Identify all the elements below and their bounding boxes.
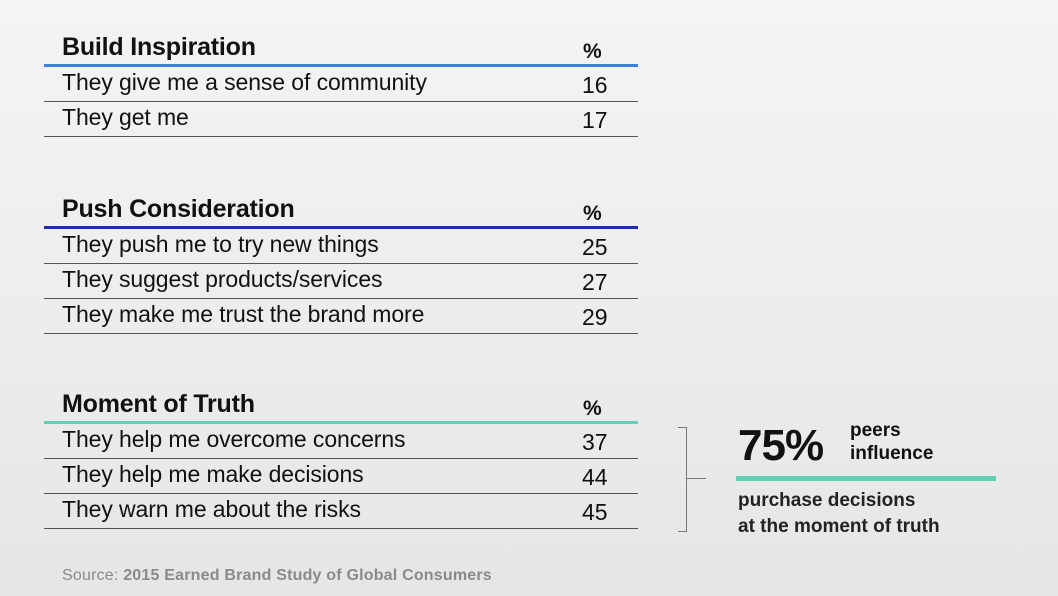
row-value: 16 (582, 72, 608, 98)
row-label: They get me (62, 104, 189, 130)
source-note: Source: 2015 Earned Brand Study of Globa… (62, 567, 492, 585)
percent-header: % (583, 40, 602, 63)
row-label: They help me overcome concerns (62, 426, 406, 452)
callout-sub2: at the moment of truth (738, 516, 940, 537)
section-header: Build Inspiration % (44, 33, 638, 67)
percent-header: % (583, 202, 602, 225)
callout-line2: influence (850, 443, 934, 464)
source-prefix: Source: (62, 567, 119, 584)
row-value: 17 (582, 107, 608, 133)
row-label: They make me trust the brand more (62, 301, 425, 327)
section-build-inspiration: Build Inspiration % They give me a sense… (44, 33, 638, 137)
table-row: They get me 17 (44, 102, 638, 137)
table-row: They suggest products/services 27 (44, 264, 638, 299)
section-title: Push Consideration (62, 195, 295, 223)
callout-line1: peers (850, 420, 901, 441)
table-row: They make me trust the brand more 29 (44, 299, 638, 334)
section-push-consideration: Push Consideration % They push me to try… (44, 195, 638, 334)
row-value: 44 (582, 464, 608, 490)
section-title: Moment of Truth (62, 390, 255, 418)
callout-sub1: purchase decisions (738, 490, 916, 511)
table-row: They warn me about the risks 45 (44, 494, 638, 529)
callout-percentage: 75% (738, 421, 824, 470)
percent-header: % (583, 397, 602, 420)
callout-subtext: purchase decisions at the moment of trut… (738, 488, 1008, 540)
callout-divider (736, 476, 996, 481)
row-label: They suggest products/services (62, 266, 383, 292)
row-value: 29 (582, 304, 608, 330)
row-label: They push me to try new things (62, 231, 379, 257)
section-title: Build Inspiration (62, 33, 256, 61)
bracket-tick (686, 478, 706, 479)
table-row: They help me overcome concerns 37 (44, 424, 638, 459)
callout-peers-label: peers influence (850, 419, 933, 465)
row-value: 25 (582, 234, 608, 260)
row-value: 37 (582, 429, 608, 455)
section-header: Moment of Truth % (44, 390, 638, 424)
row-label: They warn me about the risks (62, 496, 361, 522)
table-row: They help me make decisions 44 (44, 459, 638, 494)
row-label: They give me a sense of community (62, 69, 427, 95)
section-moment-of-truth: Moment of Truth % They help me overcome … (44, 390, 638, 529)
row-value: 45 (582, 499, 608, 525)
bracket-connector (678, 427, 687, 532)
row-label: They help me make decisions (62, 461, 364, 487)
row-value: 27 (582, 269, 608, 295)
section-header: Push Consideration % (44, 195, 638, 229)
source-text: 2015 Earned Brand Study of Global Consum… (123, 567, 492, 584)
table-row: They push me to try new things 25 (44, 229, 638, 264)
table-row: They give me a sense of community 16 (44, 67, 638, 102)
